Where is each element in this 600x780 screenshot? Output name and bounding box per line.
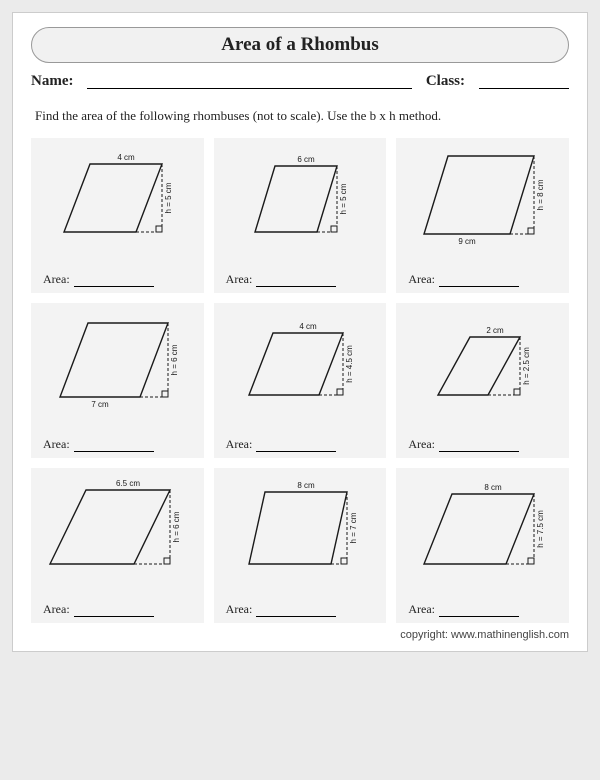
area-label: Area: [43,272,70,287]
name-blank[interactable] [87,73,411,89]
name-label: Name: [31,73,73,90]
rhombus-figure: 9 cm h = 8 cm [408,146,558,266]
problem-cell: 7 cm h = 6 cm Area: [31,303,204,458]
area-answer-row: Area: [402,602,563,617]
area-answer-row: Area: [37,602,198,617]
svg-text:h = 6 cm: h = 6 cm [172,511,181,542]
svg-text:4 cm: 4 cm [299,322,317,331]
svg-text:h = 7.5 cm: h = 7.5 cm [536,510,545,548]
svg-text:6.5 cm: 6.5 cm [116,479,140,488]
area-answer-row: Area: [37,272,198,287]
problem-cell: 8 cm h = 7.5 cm Area: [396,468,569,623]
area-blank[interactable] [256,440,336,452]
class-label: Class: [426,73,465,90]
svg-text:4 cm: 4 cm [118,153,136,162]
rhombus-figure: 8 cm h = 7 cm [225,476,375,596]
rhombus-figure: 4 cm h = 5 cm [42,146,192,266]
area-blank[interactable] [256,275,336,287]
copyright-text: copyright: www.mathinenglish.com [31,629,569,641]
svg-text:h = 6 cm: h = 6 cm [170,344,179,375]
area-answer-row: Area: [220,602,381,617]
worksheet-page: Area of a Rhombus Name: Class: Find the … [12,12,588,652]
area-label: Area: [226,602,253,617]
svg-text:h = 7 cm: h = 7 cm [349,512,358,543]
problem-cell: 4 cm h = 5 cm Area: [31,138,204,293]
svg-text:h = 2.5 cm: h = 2.5 cm [522,347,531,385]
rhombus-figure: 2 cm h = 2.5 cm [408,311,558,431]
area-label: Area: [408,437,435,452]
worksheet-title: Area of a Rhombus [31,27,569,63]
svg-text:2 cm: 2 cm [486,326,504,335]
svg-text:9 cm: 9 cm [458,237,476,246]
area-answer-row: Area: [402,272,563,287]
area-blank[interactable] [439,275,519,287]
area-answer-row: Area: [402,437,563,452]
area-blank[interactable] [439,605,519,617]
area-label: Area: [226,437,253,452]
area-label: Area: [408,272,435,287]
svg-text:h = 8 cm: h = 8 cm [536,179,545,210]
svg-text:6 cm: 6 cm [297,155,315,164]
rhombus-figure: 6 cm h = 5 cm [225,146,375,266]
svg-text:8 cm: 8 cm [297,481,315,490]
svg-text:h = 5 cm: h = 5 cm [164,182,173,213]
svg-text:h = 5 cm: h = 5 cm [339,183,348,214]
area-label: Area: [226,272,253,287]
name-class-row: Name: Class: [31,73,569,90]
area-answer-row: Area: [220,272,381,287]
area-label: Area: [43,437,70,452]
area-label: Area: [43,602,70,617]
problem-cell: 6.5 cm h = 6 cm Area: [31,468,204,623]
problem-cell: 2 cm h = 2.5 cm Area: [396,303,569,458]
area-blank[interactable] [439,440,519,452]
svg-text:7 cm: 7 cm [92,400,110,409]
instructions-text: Find the area of the following rhombuses… [35,108,565,124]
area-blank[interactable] [74,440,154,452]
class-blank[interactable] [479,73,569,89]
svg-text:8 cm: 8 cm [484,483,502,492]
svg-text:h = 4.5 cm: h = 4.5 cm [345,345,354,383]
rhombus-figure: 4 cm h = 4.5 cm [225,311,375,431]
area-label: Area: [408,602,435,617]
problem-cell: 6 cm h = 5 cm Area: [214,138,387,293]
rhombus-figure: 8 cm h = 7.5 cm [408,476,558,596]
area-blank[interactable] [256,605,336,617]
area-blank[interactable] [74,275,154,287]
problem-cell: 9 cm h = 8 cm Area: [396,138,569,293]
area-blank[interactable] [74,605,154,617]
problems-grid: 4 cm h = 5 cm Area: 6 cm h = 5 cm Area: … [31,138,569,623]
rhombus-figure: 6.5 cm h = 6 cm [42,476,192,596]
area-answer-row: Area: [37,437,198,452]
rhombus-figure: 7 cm h = 6 cm [42,311,192,431]
problem-cell: 8 cm h = 7 cm Area: [214,468,387,623]
area-answer-row: Area: [220,437,381,452]
problem-cell: 4 cm h = 4.5 cm Area: [214,303,387,458]
